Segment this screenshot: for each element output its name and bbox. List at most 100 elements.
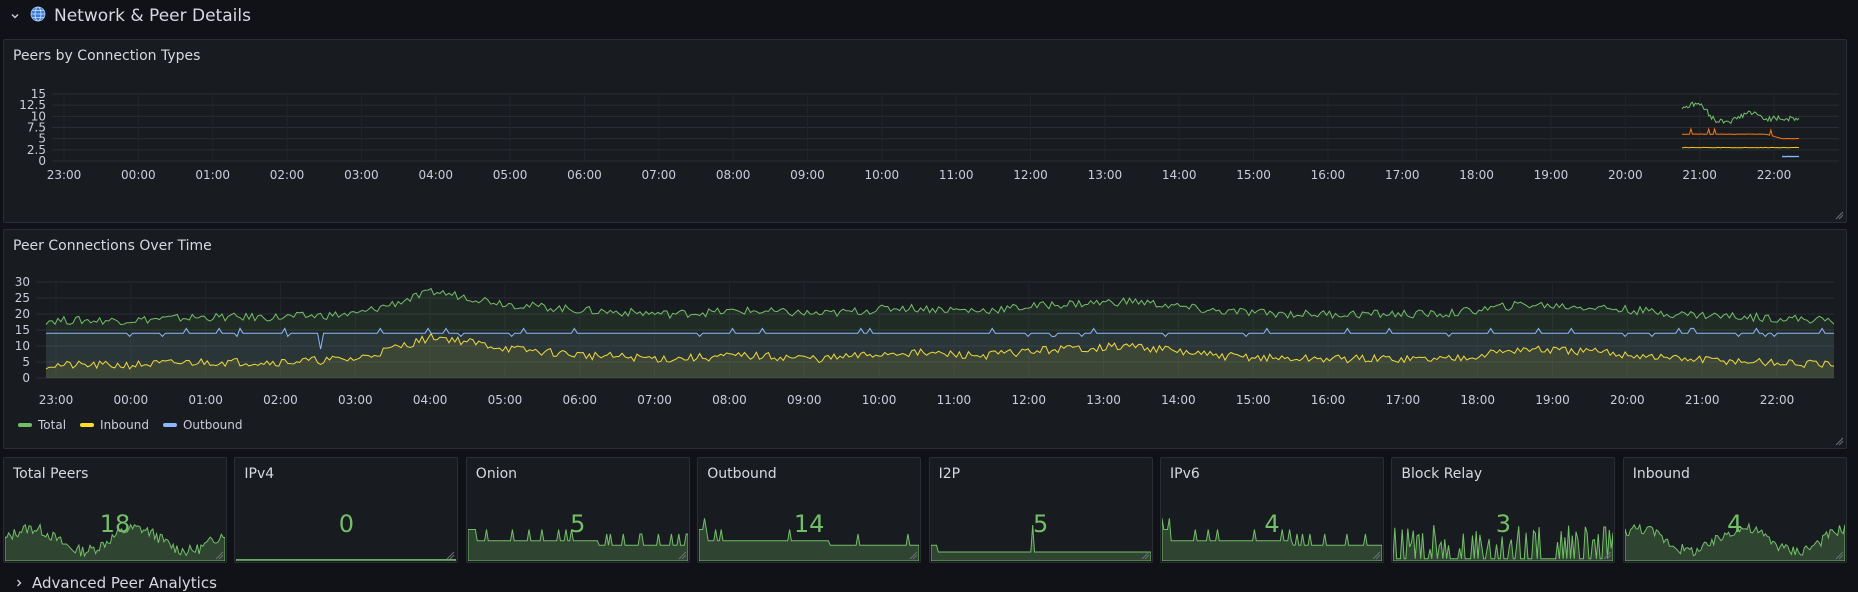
y-tick-label: 0 — [38, 154, 46, 168]
x-tick-label: 10:00 — [862, 393, 897, 407]
x-tick-label: 03:00 — [338, 393, 373, 407]
stat-panel[interactable]: IPv4 0 — [234, 457, 458, 563]
chevron-down-icon[interactable] — [8, 9, 22, 23]
x-tick-label: 05:00 — [493, 168, 528, 182]
x-tick-label: 08:00 — [712, 393, 747, 407]
resize-handle-icon[interactable] — [908, 550, 918, 560]
y-tick-label: 0 — [22, 371, 30, 385]
x-tick-label: 02:00 — [270, 168, 305, 182]
stat-panel[interactable]: Onion 5 — [466, 457, 690, 563]
series-area — [46, 328, 1834, 378]
y-tick-label: 5 — [22, 355, 30, 369]
x-tick-label: 15:00 — [1236, 168, 1271, 182]
legend-item-inbound[interactable]: Inbound — [80, 418, 149, 432]
peer-connections-chart[interactable]: 30 25 20 15 10 5 0 23:00 00:00 01:00 02:00 03:00 04:… — [4, 230, 1846, 448]
globe-icon — [30, 6, 46, 26]
x-tick-label: 14:00 — [1162, 168, 1197, 182]
x-tick-label: 15:00 — [1236, 393, 1271, 407]
stat-value: 14 — [698, 510, 920, 538]
x-tick-label: 23:00 — [47, 168, 82, 182]
x-tick-label: 09:00 — [790, 168, 825, 182]
x-tick-label: 07:00 — [641, 168, 676, 182]
x-tick-label: 14:00 — [1161, 393, 1196, 407]
stat-title: Outbound — [707, 466, 776, 482]
x-tick-label: 03:00 — [344, 168, 379, 182]
series-line — [1782, 156, 1799, 157]
chart-legend: Total Inbound Outbound — [18, 418, 243, 432]
x-tick-label: 17:00 — [1386, 393, 1421, 407]
x-tick-label: 01:00 — [195, 168, 230, 182]
x-tick-label: 04:00 — [418, 168, 453, 182]
x-tick-label: 12:00 — [1013, 168, 1048, 182]
chevron-right-icon[interactable] — [14, 574, 24, 592]
y-tick-label: 15 — [15, 323, 30, 337]
next-row-title: Advanced Peer Analytics — [32, 574, 217, 592]
x-tick-label: 13:00 — [1088, 168, 1123, 182]
y-tick-label: 25 — [15, 291, 30, 305]
y-tick-label: 10 — [15, 339, 30, 353]
stat-value: 5 — [930, 510, 1152, 538]
legend-item-total[interactable]: Total — [18, 418, 66, 432]
stat-panel[interactable]: IPv6 4 — [1160, 457, 1384, 563]
x-tick-label: 09:00 — [787, 393, 822, 407]
resize-handle-icon[interactable] — [1371, 550, 1381, 560]
x-tick-label: 23:00 — [39, 393, 74, 407]
resize-handle-icon[interactable] — [1834, 436, 1844, 446]
x-tick-label: 13:00 — [1086, 393, 1121, 407]
x-tick-label: 01:00 — [188, 393, 223, 407]
x-tick-label: 10:00 — [865, 168, 900, 182]
x-tick-label: 04:00 — [413, 393, 448, 407]
row-title: Network & Peer Details — [54, 6, 251, 26]
x-tick-label: 12:00 — [1011, 393, 1046, 407]
x-tick-label: 21:00 — [1682, 168, 1717, 182]
x-tick-label: 06:00 — [567, 168, 602, 182]
resize-handle-icon[interactable] — [1602, 550, 1612, 560]
x-tick-label: 00:00 — [121, 168, 156, 182]
x-tick-label: 02:00 — [263, 393, 298, 407]
next-row-header[interactable]: Advanced Peer Analytics — [14, 574, 217, 592]
stat-value: 5 — [467, 510, 689, 538]
x-tick-label: 22:00 — [1757, 168, 1792, 182]
x-tick-label: 18:00 — [1459, 168, 1494, 182]
stat-value: 18 — [4, 510, 226, 538]
row-header[interactable]: Network & Peer Details — [8, 2, 251, 30]
stat-title: Block Relay — [1401, 466, 1482, 482]
x-tick-label: 17:00 — [1385, 168, 1420, 182]
resize-handle-icon[interactable] — [214, 550, 224, 560]
stat-value: 0 — [235, 510, 457, 538]
stat-panel[interactable]: I2P 5 — [929, 457, 1153, 563]
x-tick-label: 22:00 — [1760, 393, 1795, 407]
x-tick-label: 16:00 — [1311, 168, 1346, 182]
resize-handle-icon[interactable] — [445, 550, 455, 560]
x-tick-label: 16:00 — [1311, 393, 1346, 407]
x-tick-label: 06:00 — [562, 393, 597, 407]
x-tick-label: 11:00 — [939, 168, 974, 182]
y-tick-label: 30 — [15, 275, 30, 289]
x-tick-label: 19:00 — [1534, 168, 1569, 182]
stat-panel[interactable]: Outbound 14 — [697, 457, 921, 563]
resize-handle-icon[interactable] — [1834, 550, 1844, 560]
x-tick-label: 18:00 — [1460, 393, 1495, 407]
stat-title: Onion — [476, 466, 517, 482]
x-tick-label: 00:00 — [114, 393, 149, 407]
legend-item-outbound[interactable]: Outbound — [163, 418, 243, 432]
stat-value: 4 — [1161, 510, 1383, 538]
resize-handle-icon[interactable] — [1834, 210, 1844, 220]
x-tick-label: 07:00 — [637, 393, 672, 407]
stat-title: IPv6 — [1170, 466, 1200, 482]
stat-title: IPv4 — [244, 466, 274, 482]
stat-value: 4 — [1624, 510, 1846, 538]
resize-handle-icon[interactable] — [677, 550, 687, 560]
resize-handle-icon[interactable] — [1140, 550, 1150, 560]
y-tick-label: 20 — [15, 307, 30, 321]
x-tick-label: 11:00 — [937, 393, 972, 407]
x-tick-label: 08:00 — [716, 168, 751, 182]
stat-title: I2P — [939, 466, 960, 482]
x-tick-label: 21:00 — [1685, 393, 1720, 407]
